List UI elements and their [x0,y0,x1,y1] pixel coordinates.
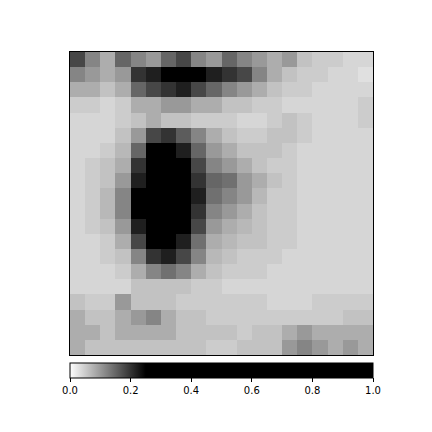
svg-text:0.4: 0.4 [183,385,199,396]
svg-text:0.6: 0.6 [244,385,260,396]
svg-text:0.8: 0.8 [304,385,320,396]
svg-text:0.0: 0.0 [62,385,78,396]
svg-text:1.0: 1.0 [365,385,381,396]
svg-text:0.2: 0.2 [123,385,139,396]
